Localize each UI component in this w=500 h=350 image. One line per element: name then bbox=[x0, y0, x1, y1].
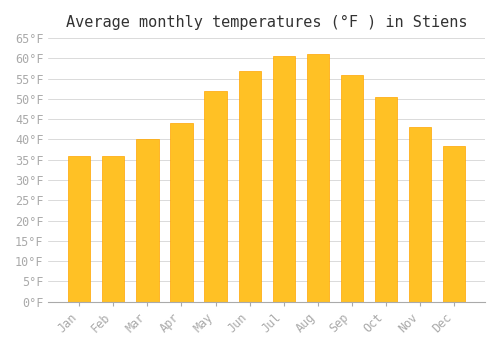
Bar bbox=[272, 56, 295, 302]
Bar bbox=[136, 140, 158, 302]
Bar bbox=[443, 146, 465, 302]
Bar bbox=[409, 127, 431, 302]
Bar bbox=[306, 54, 329, 302]
Bar bbox=[102, 156, 124, 302]
Title: Average monthly temperatures (°F ) in Stiens: Average monthly temperatures (°F ) in St… bbox=[66, 15, 468, 30]
Bar bbox=[170, 123, 192, 302]
Bar bbox=[341, 75, 363, 302]
Bar bbox=[204, 91, 227, 302]
Bar bbox=[68, 156, 90, 302]
Bar bbox=[375, 97, 397, 302]
Bar bbox=[238, 71, 260, 302]
